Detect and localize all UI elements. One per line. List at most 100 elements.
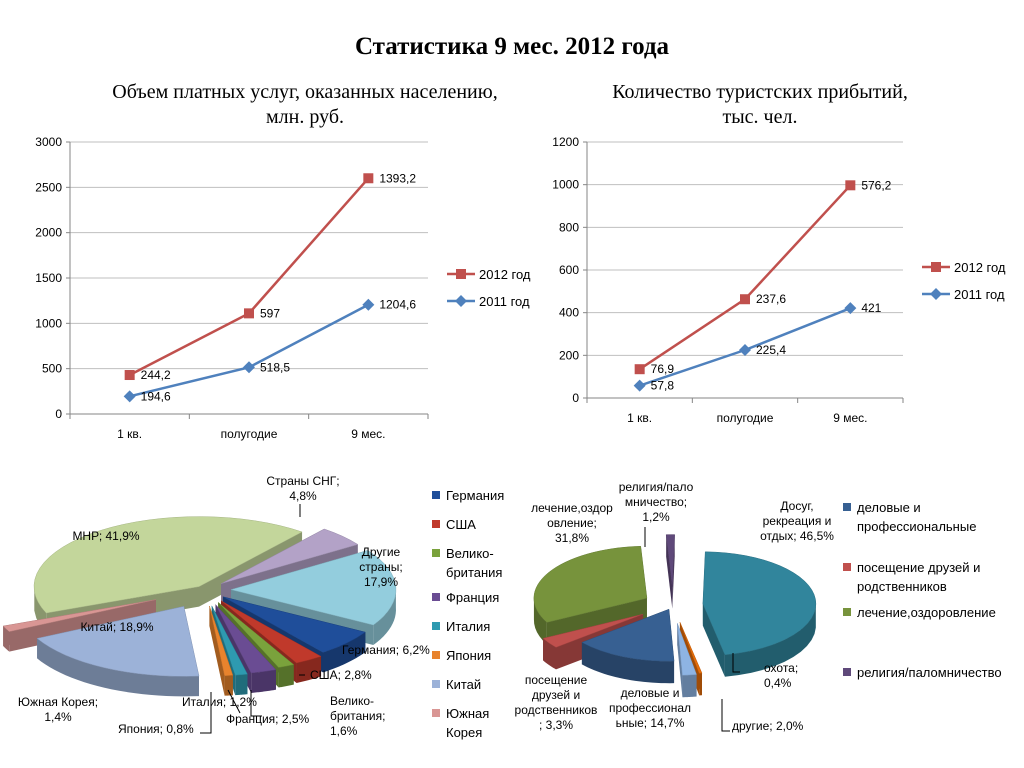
pie1-slice-band [373, 587, 396, 646]
chart1-data-point [244, 308, 254, 319]
pie2-data-label-line: родственников [515, 703, 598, 717]
pie1-data-label: Страны СНГ; 4,8% [266, 474, 339, 503]
pie1-data-label: Другие страны; 17,9% [359, 545, 402, 589]
pie1-legend-swatch [432, 593, 440, 601]
page-title: Статистика 9 мес. 2012 года [354, 33, 670, 60]
pie2-legend-label: посещение друзей и родственников [857, 560, 980, 594]
pie2-legend-label-line: посещение друзей и [857, 560, 980, 575]
chart1-legend-marker [455, 295, 467, 307]
chart2-data-label: 225,4 [756, 343, 786, 357]
pie1-legend-label: Велико-британия [446, 546, 502, 580]
pie1-slice [36, 606, 200, 677]
pie2-slice-band [581, 642, 675, 684]
chart2-data-point [740, 294, 750, 305]
chart1-legend-marker [456, 269, 466, 279]
pie2-leader-line [721, 699, 730, 732]
pie2-legend-swatch [843, 608, 851, 616]
pie2-data-label-line: 0,4% [764, 676, 792, 690]
pie2-slice-side [677, 623, 683, 698]
pie2-legend-label: лечение,оздоровление [857, 605, 996, 620]
pie2-data-label-line: посещение [525, 673, 588, 687]
pie2-data-label-line: Досуг, [780, 499, 813, 513]
pie1-data-label-line: Япония; 0,8% [118, 722, 194, 736]
pie1-data-label: Германия; 6,2% [342, 643, 430, 657]
pie2-data-label-line: овление; [547, 516, 597, 530]
pie2-data-label-line: рекреация и [763, 514, 832, 528]
chart2-data-point [739, 344, 751, 356]
pie1-data-label-line: Германия; 6,2% [342, 643, 430, 657]
pie1-data-label: Италия; 1,2% [182, 695, 257, 709]
pie2-slice-band [682, 674, 697, 698]
pie2-slice [542, 613, 644, 648]
chart1-data-label: 597 [260, 306, 280, 320]
pie1-legend-label-line: британия [446, 565, 502, 580]
pie2-data-label: Досуг, рекреация и отдых; 46,5% [760, 499, 834, 543]
pie1-legend-label-line: Япония [446, 648, 491, 663]
pie2-slice [677, 623, 697, 676]
pie1-data-label-line: Франция; 2,5% [226, 712, 310, 726]
pie2-legend-label-line: родственников [857, 579, 947, 594]
pie1-legend-swatch [432, 622, 440, 630]
pie1-data-label-line: Китай; 18,9% [80, 620, 153, 634]
pie1-data-label: Велико-британия; 1,6% [330, 694, 385, 738]
chart2-data-point [633, 379, 646, 392]
chart2-y-tick-label: 200 [559, 348, 579, 362]
pie1-slice [230, 550, 397, 626]
pie1-legend-label-line: Германия [446, 488, 504, 503]
pie1-legend-swatch [432, 680, 440, 688]
chart2-x-tick-label: 9 мес. [833, 411, 867, 425]
pie1-legend-swatch [432, 549, 440, 557]
pie2-legend-swatch [843, 668, 851, 676]
chart1-data-point [362, 298, 375, 311]
pie1-leader-line [227, 689, 241, 714]
chart1-data-label: 1393,2 [379, 171, 416, 185]
chart1-y-tick-label: 500 [42, 362, 62, 376]
chart1-data-label: 244,2 [141, 368, 171, 382]
pie1-legend-swatch [432, 520, 440, 528]
chart1-x-tick-label: 9 мес. [351, 427, 385, 441]
pie2-data-label: религия/пало мничество; 1,2% [619, 480, 694, 524]
chart1-y-tick-label: 2000 [35, 226, 62, 240]
pie1-slice-band [278, 664, 294, 688]
chart2-legend-label: 2011 год [954, 287, 1005, 302]
chart1-data-label: 194,6 [141, 389, 171, 403]
pie2-data-label-line: 31,8% [555, 531, 589, 545]
pie1-slice [209, 605, 234, 676]
pie2-slice [665, 534, 675, 587]
pie2-slice-band [724, 605, 816, 677]
pie1-legend-label: Италия [446, 619, 490, 634]
chart2-title-line1: Количество туристских прибытий, [612, 81, 908, 103]
pie1-slice-band [251, 669, 276, 693]
chart1-y-tick-label: 2500 [35, 180, 62, 194]
pie1-data-label-line: 4,8% [289, 489, 317, 503]
pie2-data-label-line: профессионал [609, 701, 691, 715]
chart2-title: Количество туристских прибытий, тыс. чел… [560, 80, 960, 130]
pie2-slice [702, 551, 817, 656]
pie2-slice [679, 622, 703, 674]
pie1-legend-label-line: США [446, 517, 476, 532]
pie2-legend-swatch [843, 563, 851, 571]
pie1-data-label-line: страны; [359, 560, 402, 574]
chart2-data-point [634, 364, 645, 375]
pie1-legend-label: Китай [446, 677, 481, 692]
pie2-data-label-line: лечение,оздор [531, 501, 613, 515]
chart1-legend-label: 2012 год [479, 267, 531, 282]
chart1-data-point [243, 361, 255, 374]
chart2-data-point [844, 302, 857, 315]
pie1-legend-label-line: Южная [446, 706, 489, 721]
pie2-data-label: деловые и профессионал ьные; 14,7% [609, 686, 691, 730]
pie1-slice-band [224, 675, 233, 696]
pie1-legend-label: Франция [446, 590, 499, 605]
pie1-legend-swatch [432, 651, 440, 659]
pie2-legend-label: религия/паломничество [857, 665, 1002, 680]
pie1-data-label: МНР; 41,9% [72, 529, 139, 543]
pie1-slice [215, 604, 277, 674]
pie1-data-label-line: 17,9% [364, 575, 398, 589]
pie1-leader-line [250, 690, 262, 717]
pie2-slice-band [699, 673, 702, 696]
chart2-y-tick-label: 400 [559, 306, 579, 320]
pie2-data-label: другие; 2,0% [732, 719, 804, 733]
pie2-legend-label-line: лечение,оздоровление [857, 605, 996, 620]
